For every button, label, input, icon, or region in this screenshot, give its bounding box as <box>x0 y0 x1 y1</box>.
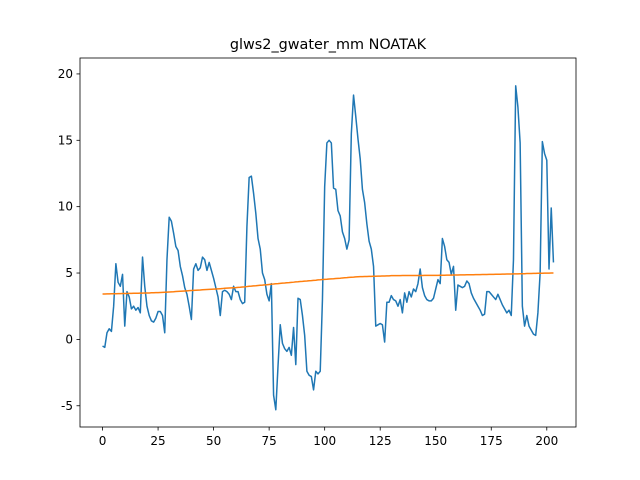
x-tick-label: 100 <box>313 434 336 448</box>
data-line <box>102 85 555 411</box>
x-tick-label: 200 <box>535 434 558 448</box>
y-tick-label: 0 <box>65 332 73 346</box>
x-tick-label: 150 <box>424 434 447 448</box>
x-tick-label: 175 <box>480 434 503 448</box>
y-tick-label: -5 <box>61 399 73 413</box>
x-tick-label: 50 <box>206 434 221 448</box>
x-tick-label: 75 <box>261 434 276 448</box>
y-tick-label: 20 <box>58 67 73 81</box>
x-tick-label: 0 <box>99 434 107 448</box>
data-line <box>102 272 554 295</box>
y-tick-label: 5 <box>65 266 73 280</box>
plot-frame <box>79 57 577 428</box>
x-tick-label: 25 <box>150 434 165 448</box>
x-tick-label: 125 <box>369 434 392 448</box>
y-tick-label: 10 <box>58 200 73 214</box>
y-tick-label: 15 <box>58 133 73 147</box>
chart-title: glws2_gwater_mm NOATAK <box>230 37 427 53</box>
